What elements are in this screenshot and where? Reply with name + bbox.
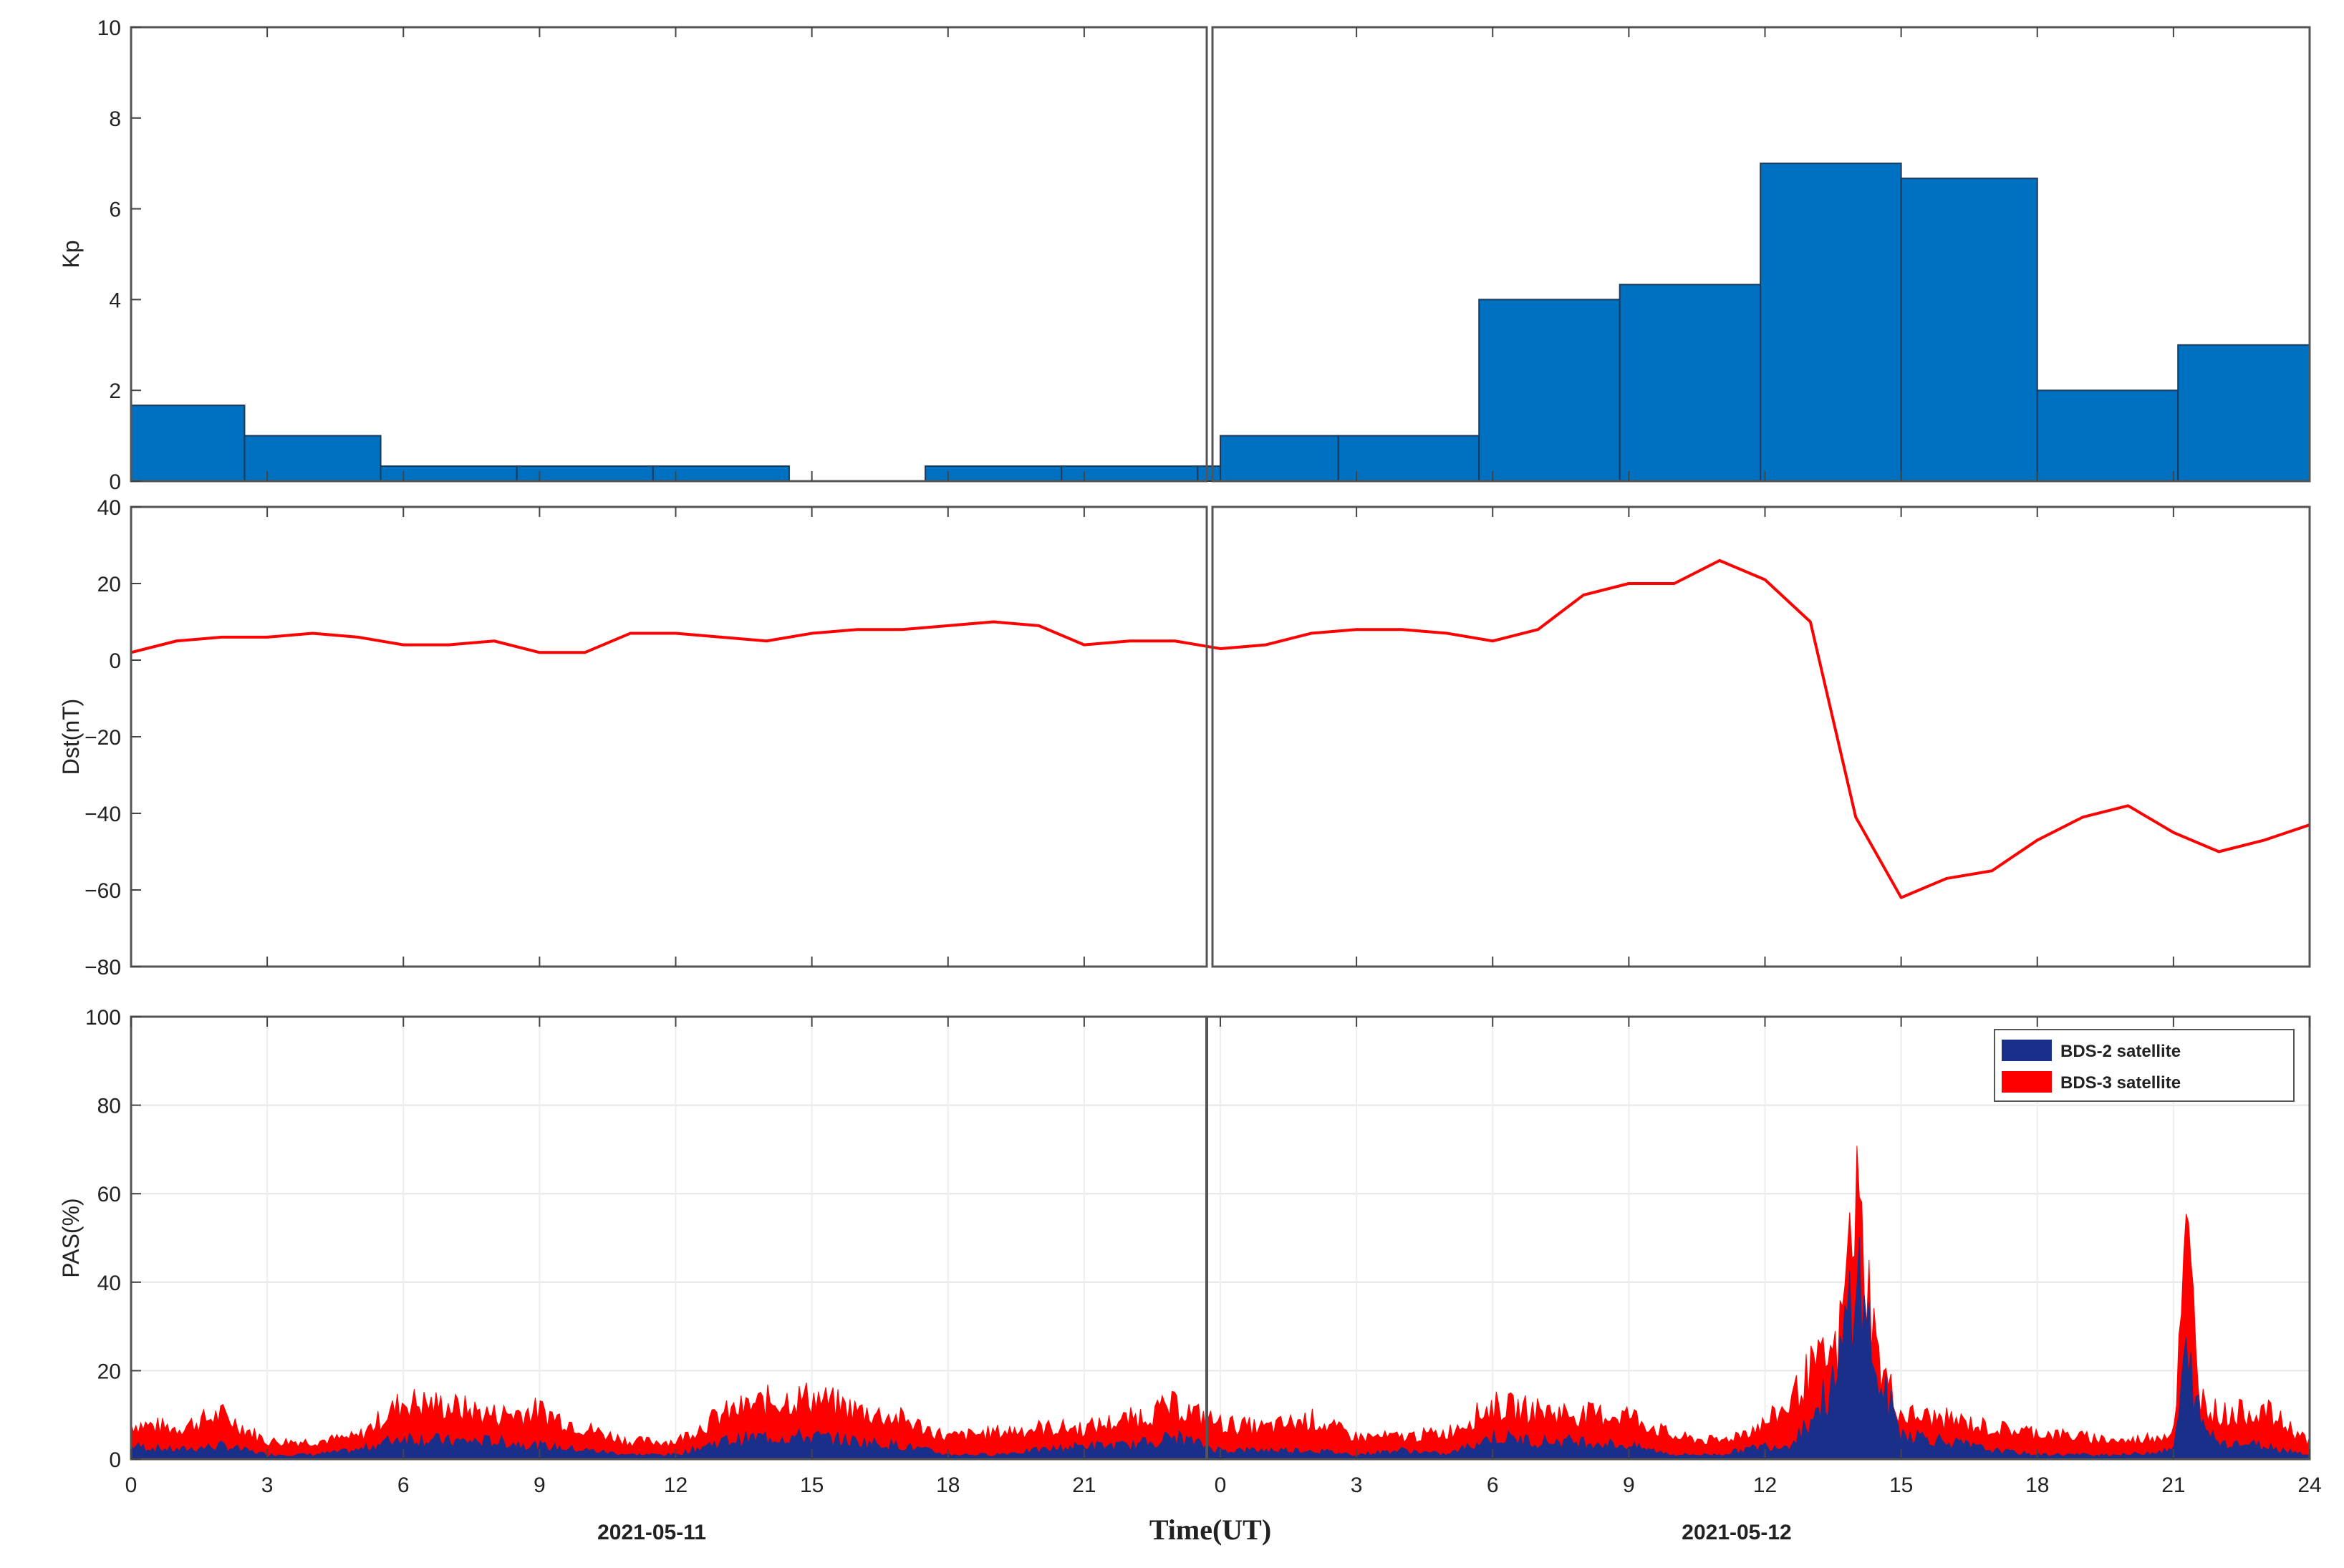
dst-ytick-label-4: 0 <box>109 649 121 673</box>
kp-panel: 0 2 4 6 8 10 Kp <box>58 16 2311 494</box>
pas-ylabel: PAS(%) <box>58 1198 84 1277</box>
legend-swatch-0 <box>2002 1040 2052 1061</box>
kp-bar <box>380 465 518 483</box>
kp-bar <box>1061 465 1199 483</box>
date-label-left: 2021-05-11 <box>597 1521 706 1544</box>
kp-axes-frame-left <box>130 26 1208 483</box>
kp-bar <box>243 435 382 482</box>
pas-ytick-label-1: 20 <box>97 1360 121 1383</box>
pas-series-bds3-area <box>130 1146 2310 1460</box>
pas-xtick-label-8: 0 <box>1215 1473 1227 1497</box>
kp-bar <box>1760 163 1902 482</box>
pas-ytick-label-0: 0 <box>109 1448 121 1472</box>
kp-ylabel: Kp <box>58 240 84 268</box>
date-label-right: 2021-05-12 <box>1682 1521 1791 1544</box>
pas-xtick-label-13: 15 <box>1889 1473 1913 1497</box>
kp-ytick-label-5: 10 <box>97 16 121 40</box>
kp-bar <box>1900 178 2038 482</box>
pas-xtick-label-2: 6 <box>397 1473 410 1497</box>
pas-xtick-label-5: 15 <box>800 1473 824 1497</box>
kp-bar <box>516 465 654 483</box>
kp-ytick-label-0: 0 <box>109 470 121 494</box>
kp-bar <box>1337 435 1480 482</box>
legend-label-1: BDS-3 satellite <box>2060 1073 2181 1093</box>
kp-bar <box>1197 465 1221 483</box>
pas-panel: 0 20 40 60 80 100 PAS(%) 0 3 6 9 12 15 18 21 0 3 6 9 12 15 18… <box>58 1006 2322 1497</box>
kp-bar <box>925 465 1063 483</box>
legend-swatch-1 <box>2002 1071 2052 1093</box>
dst-ytick-label-0: −80 <box>85 956 121 979</box>
kp-bar <box>652 465 790 483</box>
dst-ytick-label-3: −20 <box>85 726 121 750</box>
pas-xtick-label-3: 9 <box>534 1473 546 1497</box>
pas-ytick-label-3: 60 <box>97 1183 121 1206</box>
kp-bar <box>2177 344 2310 482</box>
dst-ytick-label-5: 20 <box>97 573 121 596</box>
pas-xtick-label-10: 6 <box>1487 1473 1499 1497</box>
kp-bar <box>1619 284 1762 482</box>
dst-panel: −80 −60 −40 −20 0 20 40 Dst(nT) <box>58 496 2311 979</box>
pas-xtick-label-14: 18 <box>2025 1473 2049 1497</box>
pas-xtick-label-6: 18 <box>936 1473 960 1497</box>
kp-ytick-label-2: 4 <box>109 289 121 312</box>
pas-series-bds2-area <box>130 1237 2310 1460</box>
pas-xtick-label-0: 0 <box>125 1473 138 1497</box>
dst-ytick-label-2: −40 <box>85 803 121 826</box>
pas-xtick-label-9: 3 <box>1351 1473 1363 1497</box>
kp-ytick-label-3: 6 <box>109 198 121 222</box>
kp-bar <box>1478 299 1621 482</box>
kp-bar <box>2036 389 2179 483</box>
pas-xtick-label-4: 12 <box>664 1473 688 1497</box>
pas-ytick-label-4: 80 <box>97 1095 121 1118</box>
kp-bar <box>130 405 246 483</box>
dst-axes-frame-left <box>130 505 1208 968</box>
kp-ytick-label-1: 2 <box>109 379 121 403</box>
dst-ytick-label-1: −60 <box>85 879 121 903</box>
pas-xtick-label-11: 9 <box>1623 1473 1635 1497</box>
dst-axes-frame-right <box>1211 505 2311 968</box>
kp-axes-frame-right <box>1211 26 2311 483</box>
x-axis-label: Time(UT) <box>1149 1514 1271 1546</box>
pas-xtick-label-1: 3 <box>261 1473 274 1497</box>
dst-ytick-label-6: 40 <box>97 496 121 520</box>
legend-label-0: BDS-2 satellite <box>2060 1042 2181 1061</box>
kp-bar <box>1220 435 1339 482</box>
legend: BDS-2 satellite BDS-3 satellite <box>1994 1029 2295 1102</box>
dst-ylabel: Dst(nT) <box>58 699 84 775</box>
pas-xtick-label-7: 21 <box>1072 1473 1096 1497</box>
dst-series-line <box>130 558 2310 899</box>
pas-xtick-label-15: 21 <box>2161 1473 2185 1497</box>
pas-ytick-label-2: 40 <box>97 1272 121 1295</box>
kp-ytick-label-4: 8 <box>109 107 121 131</box>
pas-xtick-label-12: 12 <box>1753 1473 1777 1497</box>
pas-ytick-label-5: 100 <box>85 1006 121 1030</box>
pas-xtick-label-16: 24 <box>2297 1473 2321 1497</box>
